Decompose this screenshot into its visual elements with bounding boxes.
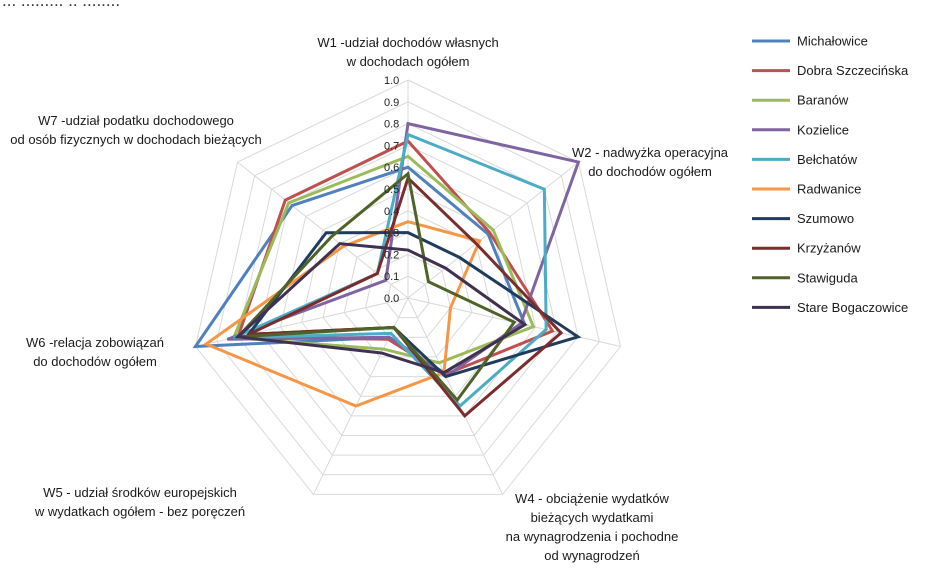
grid-ring — [258, 144, 558, 436]
tick-label: 0.0 — [384, 293, 399, 305]
tick-label: 0.8 — [384, 119, 399, 131]
legend-label: Dobra Szczecińska — [797, 63, 909, 78]
tick-label: 0.4 — [384, 206, 399, 218]
legend-label: Michałowice — [797, 34, 868, 49]
series-line — [245, 231, 582, 379]
series-line — [247, 175, 564, 418]
grid-spoke — [312, 297, 409, 495]
grid-ring — [279, 166, 537, 417]
legend-label: Stare Bogaczowice — [797, 300, 908, 315]
axis-label: W4 - obciążenie wydatków bieżących wydatk… — [506, 491, 679, 563]
tick-label: 0.7 — [384, 140, 399, 152]
grid-ring — [322, 210, 494, 378]
series-line — [234, 242, 528, 375]
axis-label: W5 - udział środków europejskich w wydatk… — [34, 485, 245, 519]
grid-ring — [343, 232, 473, 358]
series-line — [234, 170, 517, 403]
legend-label: Bełchatów — [797, 152, 858, 167]
tick-label: 0.6 — [384, 162, 399, 174]
legend-label: Szumowo — [797, 211, 854, 226]
axis-label: W2 - nadwyżka operacyjna do dochodów ogół… — [572, 145, 729, 179]
legend-label: Radwanice — [797, 182, 861, 197]
grid-ring — [216, 101, 600, 476]
legend-label: Baranów — [797, 93, 849, 108]
grid-ring — [194, 79, 622, 495]
legend-label: Stawiguda — [797, 270, 858, 285]
tick-label: 1.0 — [384, 75, 399, 87]
axis-label: W1 -udział dochodów własnych w dochodach … — [317, 35, 498, 69]
radial-tick-labels: 0.0 0.1 0.2 0.3 0.4 0.5 0.6 0.7 0.8 0.9 1.0 — [384, 75, 399, 305]
tick-label: 0.2 — [384, 249, 399, 261]
grid-ring — [237, 123, 579, 456]
axis-labels: W1 -udział dochodów własnych w dochodach … — [10, 35, 729, 563]
grid-spoke — [237, 161, 409, 299]
legend-label: Krzyżanów — [797, 241, 861, 256]
tick-label: 0.1 — [384, 271, 399, 283]
grid-ring — [386, 275, 430, 319]
axis-label: W6 -relacja zobowiązań do dochodów ogółem — [26, 335, 164, 369]
axis-label: W7 -udział podatku dochodowego od osób fi… — [10, 113, 261, 147]
chart-title-fragment: ... ......... .. ........ — [2, 0, 120, 10]
tick-label: 0.3 — [384, 228, 399, 240]
tick-label: 0.9 — [384, 97, 399, 109]
legend-label: Kozielice — [797, 122, 849, 137]
legend: Michałowice Dobra Szczecińska Baranów Kozie… — [752, 34, 909, 315]
tick-label: 0.5 — [384, 184, 399, 196]
radar-series — [192, 121, 582, 418]
